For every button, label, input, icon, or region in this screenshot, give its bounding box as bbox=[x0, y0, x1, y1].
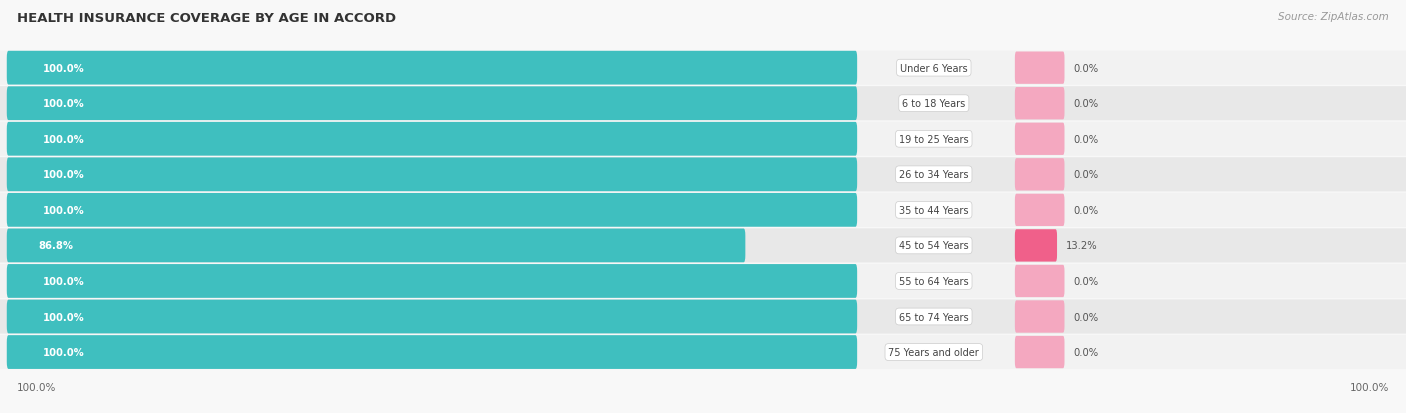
Text: 0.0%: 0.0% bbox=[1073, 170, 1098, 180]
Text: 100.0%: 100.0% bbox=[1350, 382, 1389, 392]
Text: Source: ZipAtlas.com: Source: ZipAtlas.com bbox=[1278, 12, 1389, 22]
FancyBboxPatch shape bbox=[1015, 301, 1064, 333]
Text: 26 to 34 Years: 26 to 34 Years bbox=[898, 170, 969, 180]
Text: 0.0%: 0.0% bbox=[1073, 205, 1098, 215]
Text: 100.0%: 100.0% bbox=[42, 312, 84, 322]
FancyBboxPatch shape bbox=[7, 87, 858, 121]
Text: 55 to 64 Years: 55 to 64 Years bbox=[898, 276, 969, 286]
FancyBboxPatch shape bbox=[7, 158, 858, 192]
FancyBboxPatch shape bbox=[0, 193, 1406, 228]
Text: 100.0%: 100.0% bbox=[42, 135, 84, 145]
FancyBboxPatch shape bbox=[1015, 88, 1064, 120]
FancyBboxPatch shape bbox=[0, 335, 1406, 369]
Text: 100.0%: 100.0% bbox=[42, 64, 84, 74]
Text: 100.0%: 100.0% bbox=[17, 382, 56, 392]
Text: 6 to 18 Years: 6 to 18 Years bbox=[903, 99, 966, 109]
FancyBboxPatch shape bbox=[1015, 159, 1064, 191]
Text: 0.0%: 0.0% bbox=[1073, 135, 1098, 145]
FancyBboxPatch shape bbox=[1015, 230, 1057, 262]
FancyBboxPatch shape bbox=[1015, 265, 1064, 297]
FancyBboxPatch shape bbox=[1015, 123, 1064, 156]
Text: 100.0%: 100.0% bbox=[42, 347, 84, 357]
FancyBboxPatch shape bbox=[0, 122, 1406, 157]
Text: 65 to 74 Years: 65 to 74 Years bbox=[898, 312, 969, 322]
Text: HEALTH INSURANCE COVERAGE BY AGE IN ACCORD: HEALTH INSURANCE COVERAGE BY AGE IN ACCO… bbox=[17, 12, 396, 25]
Text: 19 to 25 Years: 19 to 25 Years bbox=[898, 135, 969, 145]
Text: 0.0%: 0.0% bbox=[1073, 64, 1098, 74]
FancyBboxPatch shape bbox=[7, 264, 858, 298]
FancyBboxPatch shape bbox=[7, 194, 858, 227]
Text: 0.0%: 0.0% bbox=[1073, 276, 1098, 286]
Text: 100.0%: 100.0% bbox=[42, 170, 84, 180]
FancyBboxPatch shape bbox=[0, 87, 1406, 121]
FancyBboxPatch shape bbox=[0, 52, 1406, 85]
Text: 100.0%: 100.0% bbox=[42, 205, 84, 215]
FancyBboxPatch shape bbox=[0, 300, 1406, 334]
FancyBboxPatch shape bbox=[7, 229, 745, 263]
Text: 0.0%: 0.0% bbox=[1073, 99, 1098, 109]
FancyBboxPatch shape bbox=[1015, 52, 1064, 85]
FancyBboxPatch shape bbox=[1015, 336, 1064, 368]
Text: 35 to 44 Years: 35 to 44 Years bbox=[898, 205, 969, 215]
Text: 13.2%: 13.2% bbox=[1066, 241, 1097, 251]
Text: 0.0%: 0.0% bbox=[1073, 347, 1098, 357]
FancyBboxPatch shape bbox=[7, 300, 858, 334]
FancyBboxPatch shape bbox=[0, 158, 1406, 192]
Text: 100.0%: 100.0% bbox=[42, 99, 84, 109]
FancyBboxPatch shape bbox=[0, 264, 1406, 298]
Text: 100.0%: 100.0% bbox=[42, 276, 84, 286]
Text: 86.8%: 86.8% bbox=[38, 241, 73, 251]
FancyBboxPatch shape bbox=[7, 123, 858, 156]
Text: 45 to 54 Years: 45 to 54 Years bbox=[898, 241, 969, 251]
Text: Under 6 Years: Under 6 Years bbox=[900, 64, 967, 74]
FancyBboxPatch shape bbox=[1015, 194, 1064, 226]
Text: 0.0%: 0.0% bbox=[1073, 312, 1098, 322]
Text: 75 Years and older: 75 Years and older bbox=[889, 347, 979, 357]
FancyBboxPatch shape bbox=[0, 229, 1406, 263]
FancyBboxPatch shape bbox=[7, 335, 858, 369]
FancyBboxPatch shape bbox=[7, 52, 858, 85]
